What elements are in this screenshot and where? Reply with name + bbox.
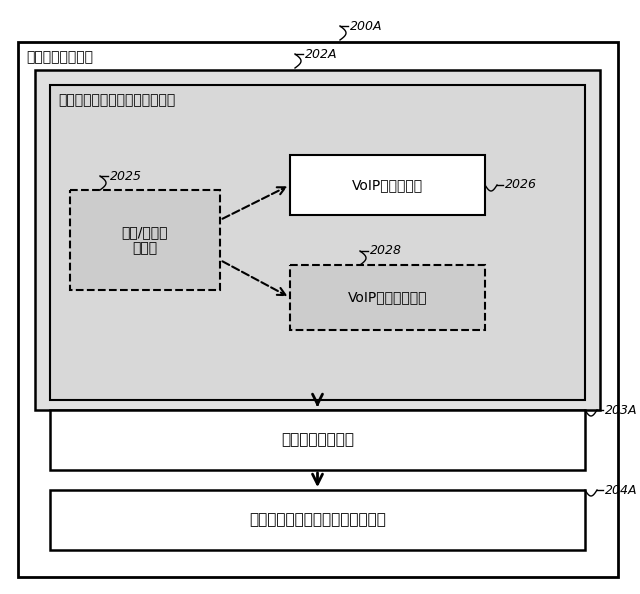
Bar — [290, 155, 485, 215]
Text: VoIP発話分類器: VoIP発話分類器 — [352, 178, 423, 192]
Bar — [290, 265, 485, 330]
Bar — [50, 490, 585, 550]
Text: 2026: 2026 — [505, 179, 537, 191]
Text: 203A: 203A — [605, 403, 637, 416]
Text: 204A: 204A — [605, 484, 637, 497]
Text: VoIPノイズ分類器: VoIPノイズ分類器 — [348, 290, 428, 305]
Text: オーディオ・コンテキスト分類器: オーディオ・コンテキスト分類器 — [249, 513, 386, 527]
Text: 2025: 2025 — [110, 169, 142, 182]
Text: オーディオ分類器: オーディオ分類器 — [26, 50, 93, 64]
Text: 発話/ノイズ
分類器: 発話/ノイズ 分類器 — [122, 225, 168, 255]
Bar — [50, 85, 585, 400]
Text: 2028: 2028 — [370, 245, 402, 258]
Text: 202A: 202A — [305, 48, 337, 61]
Bar — [70, 190, 220, 290]
Text: オーディオ・コンテンツ分類器: オーディオ・コンテンツ分類器 — [58, 93, 175, 107]
Bar — [35, 70, 600, 410]
Text: 型平滑化ユニット: 型平滑化ユニット — [281, 432, 354, 447]
Bar — [50, 410, 585, 470]
Text: 200A: 200A — [350, 20, 383, 33]
